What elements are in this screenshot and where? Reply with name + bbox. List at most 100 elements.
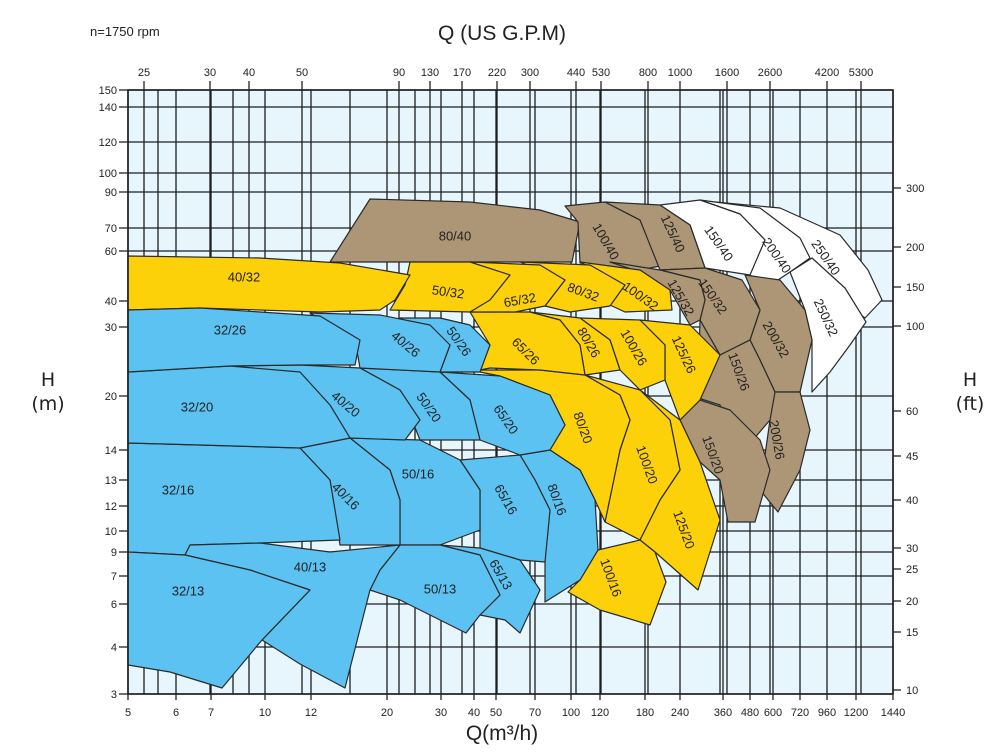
tick-label: 70 xyxy=(105,223,117,235)
region-32-16 xyxy=(127,442,341,556)
region-label: 50/16 xyxy=(402,466,435,481)
tick-label: 4200 xyxy=(815,67,839,79)
tick-label: 6 xyxy=(173,707,179,719)
tick-label: 130 xyxy=(421,67,439,79)
tick-label: 14 xyxy=(105,445,117,457)
tick-label: 60 xyxy=(906,406,918,418)
region-label: 32/26 xyxy=(214,322,247,337)
tick-label: 600 xyxy=(764,707,782,719)
tick-label: 30 xyxy=(105,322,117,334)
tick-label: 20 xyxy=(381,707,393,719)
tick-label: 30 xyxy=(204,67,216,79)
tick-label: 12 xyxy=(305,707,317,719)
region-label: 32/20 xyxy=(181,399,214,414)
tick-label: 960 xyxy=(818,707,836,719)
right-axis-label: H xyxy=(962,369,978,391)
tick-label: 90 xyxy=(105,187,117,199)
tick-label: 1600 xyxy=(715,67,739,79)
tick-label: 300 xyxy=(906,183,924,195)
tick-label: 40 xyxy=(906,495,918,507)
tick-label: 6 xyxy=(111,599,117,611)
tick-label: 180 xyxy=(636,707,654,719)
tick-label: 150 xyxy=(906,282,924,294)
region-150-20 xyxy=(679,399,771,523)
tick-label: 300 xyxy=(521,67,539,79)
tick-label: 40 xyxy=(468,707,480,719)
tick-label: 10 xyxy=(906,685,918,697)
tick-label: 800 xyxy=(639,67,657,79)
bottom-axis-title: Q(m³/h) xyxy=(465,722,539,745)
left-axis-title: H (m) xyxy=(18,368,78,416)
tick-label: 45 xyxy=(906,451,918,463)
tick-label: 5300 xyxy=(849,67,873,79)
region-32-20 xyxy=(127,365,351,449)
top-axis-title: Q (US G.P.M) xyxy=(438,22,566,45)
region-label: 32/13 xyxy=(172,583,205,598)
region-label: 80/40 xyxy=(439,228,472,243)
tick-label: 100 xyxy=(562,707,580,719)
tick-label: 60 xyxy=(105,246,117,258)
tick-label: 530 xyxy=(592,67,610,79)
tick-label: 40 xyxy=(243,67,255,79)
tick-label: 50 xyxy=(296,67,308,79)
tick-label: 220 xyxy=(488,67,506,79)
tick-label: 13 xyxy=(105,475,117,487)
tick-label: 30 xyxy=(906,543,918,555)
tick-label: 20 xyxy=(105,391,117,403)
left-axis-label: H xyxy=(40,369,56,391)
region-label: 40/13 xyxy=(294,559,327,574)
tick-label: 140 xyxy=(99,102,117,114)
right-axis-unit: (ft) xyxy=(955,393,985,415)
tick-label: 10 xyxy=(105,526,117,538)
tick-label: 7 xyxy=(208,707,214,719)
tick-label: 10 xyxy=(259,707,271,719)
tick-label: 480 xyxy=(741,707,759,719)
plot-frame xyxy=(127,89,894,695)
tick-label: 1000 xyxy=(668,67,692,79)
tick-label: 100 xyxy=(906,321,924,333)
tick-label: 12 xyxy=(105,501,117,513)
tick-label: 150 xyxy=(99,85,117,97)
tick-label: 3 xyxy=(111,689,117,701)
tick-label: 720 xyxy=(791,707,809,719)
tick-label: 120 xyxy=(591,707,609,719)
region-label: 50/13 xyxy=(424,581,457,596)
tick-label: 100 xyxy=(99,168,117,180)
region-label: 32/16 xyxy=(162,482,195,497)
region-label: 50/32 xyxy=(431,282,465,301)
regions xyxy=(127,198,883,689)
region-50-32 xyxy=(389,261,511,313)
right-axis-title: H (ft) xyxy=(940,368,1000,416)
tick-label: 1200 xyxy=(844,707,868,719)
tick-label: 50 xyxy=(490,707,502,719)
tick-label: 2600 xyxy=(758,67,782,79)
tick-label: 25 xyxy=(138,67,150,79)
tick-label: 70 xyxy=(529,707,541,719)
region-32-13 xyxy=(127,551,311,689)
tick-label: 240 xyxy=(671,707,689,719)
region-100-16 xyxy=(567,539,667,626)
left-axis-unit: (m) xyxy=(31,393,65,415)
tick-label: 440 xyxy=(567,67,585,79)
region-label: 65/32 xyxy=(502,290,537,310)
tick-label: 200 xyxy=(906,242,924,254)
tick-label: 20 xyxy=(906,596,918,608)
tick-label: 170 xyxy=(453,67,471,79)
region-32-26 xyxy=(127,307,361,373)
tick-label: 7 xyxy=(111,571,117,583)
tick-label: 25 xyxy=(906,564,918,576)
tick-label: 360 xyxy=(714,707,732,719)
axes: 5 6 7 10 12 20 30 40 50 70 100 120 180 240 360 480 600 72… xyxy=(99,67,925,719)
tick-label: 1440 xyxy=(881,707,905,719)
region-label: 40/32 xyxy=(228,269,261,284)
tick-label: 9 xyxy=(111,547,117,559)
tick-label: 40 xyxy=(105,296,117,308)
tick-label: 120 xyxy=(99,137,117,149)
speed-note: n=1750 rpm xyxy=(90,24,160,39)
tick-label: 5 xyxy=(125,707,131,719)
tick-label: 30 xyxy=(435,707,447,719)
tick-label: 4 xyxy=(111,642,117,654)
region-label: 200/26 xyxy=(766,419,788,461)
tick-label: 15 xyxy=(906,627,918,639)
